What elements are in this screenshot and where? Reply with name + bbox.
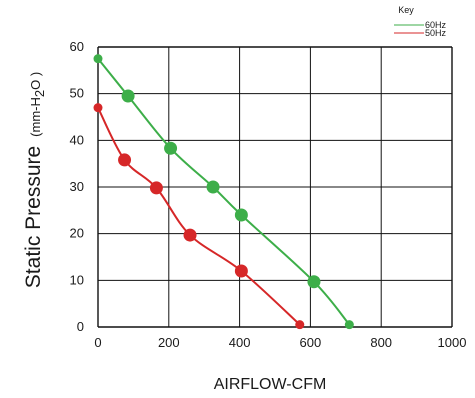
data-point-60Hz [344, 320, 354, 330]
x-tick-label: 0 [94, 335, 101, 350]
data-point-60Hz [234, 208, 248, 222]
legend-title: Key [398, 5, 414, 15]
y-axis-unit-subscript: 2 [32, 90, 47, 97]
series-points [93, 54, 354, 330]
data-point-60Hz [206, 180, 220, 194]
y-tick-label: 20 [70, 226, 84, 241]
x-tick-label: 1000 [438, 335, 467, 350]
y-tick-label: 30 [70, 179, 84, 194]
data-point-60Hz [307, 275, 321, 289]
y-tick-label: 40 [70, 132, 84, 147]
data-point-60Hz [93, 54, 103, 64]
data-point-50Hz [183, 228, 197, 242]
tick-labels: 0 200 400 600 800 1000 0 10 20 30 40 50 60 [70, 39, 467, 350]
y-axis-unit-suffix: O ) [28, 72, 43, 90]
y-tick-label: 60 [70, 39, 84, 54]
svg-text:Static Pressure(mm-H2O ): Static Pressure (mm-H2O ) [22, 72, 47, 288]
x-axis-label: AIRFLOW-CFM [214, 376, 327, 393]
data-point-60Hz [164, 141, 178, 155]
grid [97, 46, 453, 328]
data-point-50Hz [295, 320, 305, 330]
data-point-60Hz [121, 89, 135, 103]
x-tick-label: 800 [370, 335, 392, 350]
y-axis-label: Static Pressure [22, 146, 45, 288]
legend-label-50Hz: 50Hz [425, 28, 447, 38]
data-point-50Hz [234, 264, 248, 278]
data-point-50Hz [149, 181, 163, 195]
data-point-50Hz [118, 153, 132, 167]
y-tick-label: 0 [77, 319, 84, 334]
x-tick-label: 400 [229, 335, 251, 350]
x-tick-label: 600 [300, 335, 322, 350]
y-tick-label: 10 [70, 272, 84, 287]
data-point-50Hz [93, 103, 103, 113]
y-tick-label: 50 [70, 86, 84, 101]
x-tick-label: 200 [158, 335, 180, 350]
y-axis-label-group: Static Pressure (mm-H2O ) [22, 72, 47, 288]
y-axis-unit-prefix: (mm-H [28, 97, 43, 137]
legend-label-60Hz: 60Hz [425, 20, 447, 30]
